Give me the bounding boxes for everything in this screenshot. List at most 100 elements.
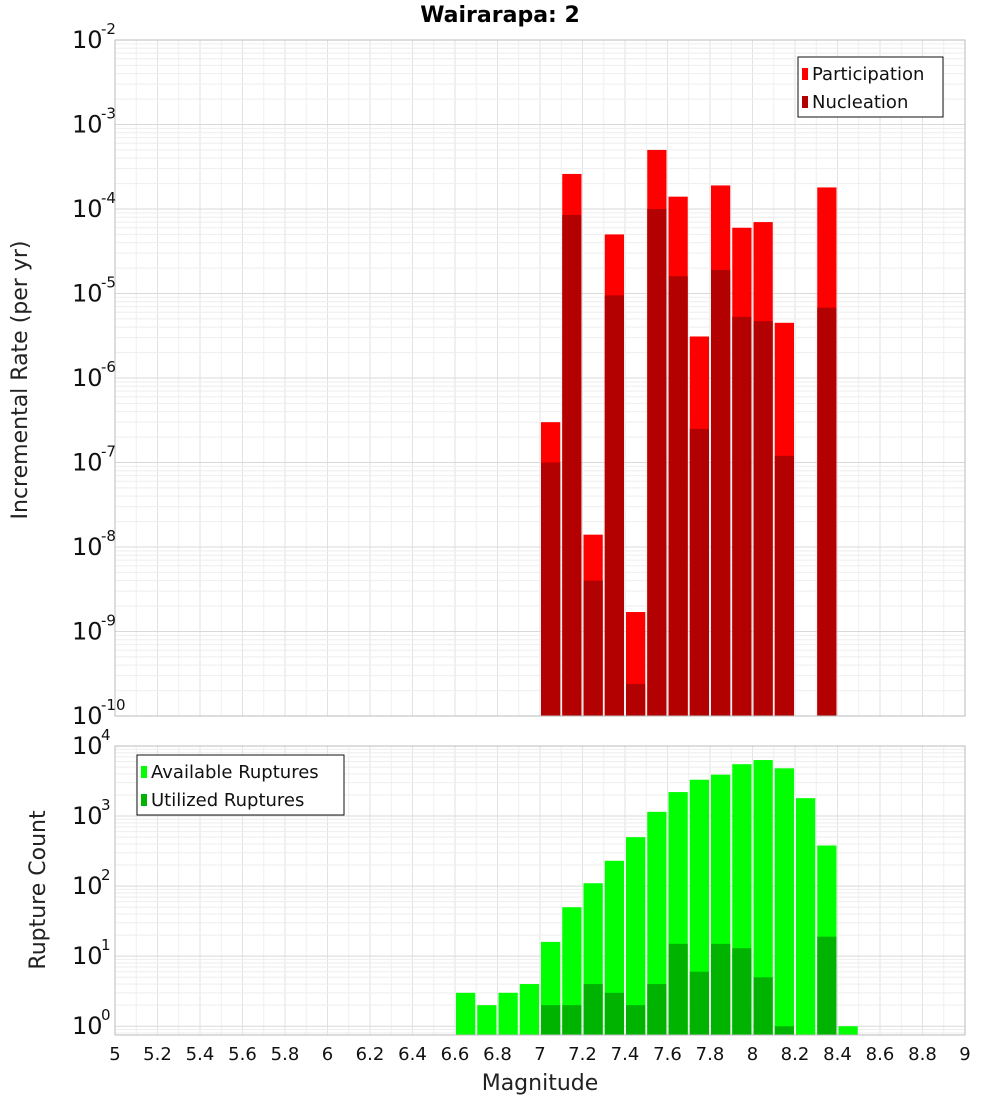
rate-legend-box xyxy=(797,56,944,118)
count-bar-available-ruptures xyxy=(753,760,773,1035)
count-bar-utilized-ruptures xyxy=(626,1005,646,1035)
rate-y-tick-exponent: -5 xyxy=(101,274,116,292)
x-ticks: 5 5.2 5.4 5.6 5.8 6 6.2 6.4 6.6 6.8 7 7.2 7.4 7.6 7.8 8… xyxy=(109,1044,970,1065)
rate-legend: Participation Nucleation xyxy=(797,56,944,118)
count-bar-utilized-ruptures xyxy=(562,1005,582,1035)
bottom-y-axis-label: Rupture Count xyxy=(26,810,51,970)
count-bar-available-ruptures xyxy=(498,992,518,1035)
rate-y-tick-exponent: -2 xyxy=(101,20,116,38)
count-y-tick-exponent: 1 xyxy=(101,936,111,954)
rate-y-tick-label: 10 xyxy=(72,449,103,477)
rate-plot-frame xyxy=(114,39,966,717)
count-y-tick-label: 10 xyxy=(72,1012,103,1040)
count-bar-available-ruptures xyxy=(456,992,476,1035)
rate-y-tick-exponent: -4 xyxy=(101,189,116,207)
count-bar-available-ruptures xyxy=(477,1005,497,1035)
count-bar-available-ruptures xyxy=(689,779,709,1035)
count-legend-label: Utilized Ruptures xyxy=(151,790,304,811)
rate-y-tick-exponent: -10 xyxy=(101,696,126,714)
count-y-tick-exponent: 3 xyxy=(101,796,111,814)
count-bar-utilized-ruptures xyxy=(711,943,731,1035)
rate-legend-swatch xyxy=(802,96,808,108)
count-bar-utilized-ruptures xyxy=(732,948,752,1035)
x-tick-label: 9 xyxy=(959,1044,970,1065)
count-legend-swatch xyxy=(141,766,147,778)
rate-y-tick-label: 10 xyxy=(72,702,103,730)
rate-y-tick-exponent: -8 xyxy=(101,527,116,545)
x-tick-label: 7.2 xyxy=(568,1044,597,1065)
x-tick-label: 8.6 xyxy=(866,1044,895,1065)
rate-bar-nucleation xyxy=(562,214,582,716)
rate-bar-nucleation xyxy=(647,209,667,716)
top-y-axis-label: Incremental Rate (per yr) xyxy=(8,241,33,520)
rate-y-tick-label: 10 xyxy=(72,618,103,646)
rate-legend-label: Participation xyxy=(812,64,924,85)
rate-bar-nucleation xyxy=(689,428,709,716)
rate-bar-nucleation xyxy=(583,580,603,716)
count-legend-label: Available Ruptures xyxy=(151,762,319,783)
count-bars xyxy=(456,760,858,1035)
rate-bar-nucleation xyxy=(604,295,624,716)
x-tick-label: 6 xyxy=(322,1044,333,1065)
count-y-tick-label: 10 xyxy=(72,942,103,970)
rate-bar-nucleation xyxy=(541,462,561,716)
count-bar-available-ruptures xyxy=(774,768,794,1035)
count-legend-box xyxy=(136,754,345,816)
x-tick-label: 7.4 xyxy=(611,1044,640,1065)
x-tick-label: 7.6 xyxy=(653,1044,682,1065)
rate-bar-nucleation xyxy=(711,269,731,716)
count-bar-utilized-ruptures xyxy=(541,1005,561,1035)
x-tick-label: 6.2 xyxy=(356,1044,385,1065)
count-bar-utilized-ruptures xyxy=(604,992,624,1035)
x-axis-label: Magnitude xyxy=(482,1071,599,1096)
rate-y-tick-label: 10 xyxy=(72,364,103,392)
x-tick-label: 5 xyxy=(109,1044,120,1065)
x-tick-label: 5.8 xyxy=(271,1044,300,1065)
rate-bar-nucleation xyxy=(668,276,688,716)
rate-y-tick-label: 10 xyxy=(72,26,103,54)
count-y-tick-label: 10 xyxy=(72,732,103,760)
count-legend: Available Ruptures Utilized Ruptures xyxy=(136,754,345,816)
count-bar-available-ruptures xyxy=(519,984,539,1035)
count-bar-available-ruptures xyxy=(796,798,816,1035)
count-y-tick-exponent: 2 xyxy=(101,866,111,884)
count-bar-available-ruptures xyxy=(647,811,667,1035)
rate-bar-nucleation xyxy=(753,321,773,716)
count-bar-utilized-ruptures xyxy=(583,984,603,1035)
count-bar-utilized-ruptures xyxy=(668,943,688,1035)
count-bar-utilized-ruptures xyxy=(647,984,667,1035)
chart-title: Wairarapa: 2 xyxy=(420,3,580,28)
x-tick-label: 5.4 xyxy=(186,1044,215,1065)
x-tick-label: 7.8 xyxy=(696,1044,725,1065)
count-bar-utilized-ruptures xyxy=(689,971,709,1035)
count-bar-utilized-ruptures xyxy=(753,977,773,1035)
rate-plot-panel: 10-1010-910-810-710-610-510-410-310-2Par… xyxy=(72,20,966,730)
count-bar-available-ruptures xyxy=(626,837,646,1035)
rate-y-tick-exponent: -6 xyxy=(101,358,116,376)
x-tick-label: 6.6 xyxy=(441,1044,470,1065)
rate-bar-nucleation xyxy=(817,307,837,716)
count-y-tick-exponent: 4 xyxy=(101,726,111,744)
rate-y-tick-exponent: -7 xyxy=(101,443,116,461)
rate-y-tick-label: 10 xyxy=(72,195,103,223)
rate-bar-nucleation xyxy=(626,683,646,716)
x-tick-label: 8.2 xyxy=(781,1044,810,1065)
rate-y-tick-label: 10 xyxy=(72,111,103,139)
rate-bars xyxy=(541,149,837,717)
rate-bar-nucleation xyxy=(732,316,752,716)
x-tick-label: 5.2 xyxy=(143,1044,172,1065)
count-bar-available-ruptures xyxy=(838,1026,858,1035)
x-tick-label: 6.8 xyxy=(483,1044,512,1065)
x-tick-label: 6.4 xyxy=(398,1044,427,1065)
x-tick-label: 5.6 xyxy=(228,1044,257,1065)
count-bar-utilized-ruptures xyxy=(817,936,837,1035)
x-tick-label: 8 xyxy=(747,1044,758,1065)
count-plot-frame xyxy=(114,745,966,1036)
rate-y-tick-exponent: -3 xyxy=(101,105,116,123)
rate-legend-label: Nucleation xyxy=(812,92,908,113)
rate-y-tick-exponent: -9 xyxy=(101,612,116,630)
rate-grid xyxy=(114,40,966,717)
